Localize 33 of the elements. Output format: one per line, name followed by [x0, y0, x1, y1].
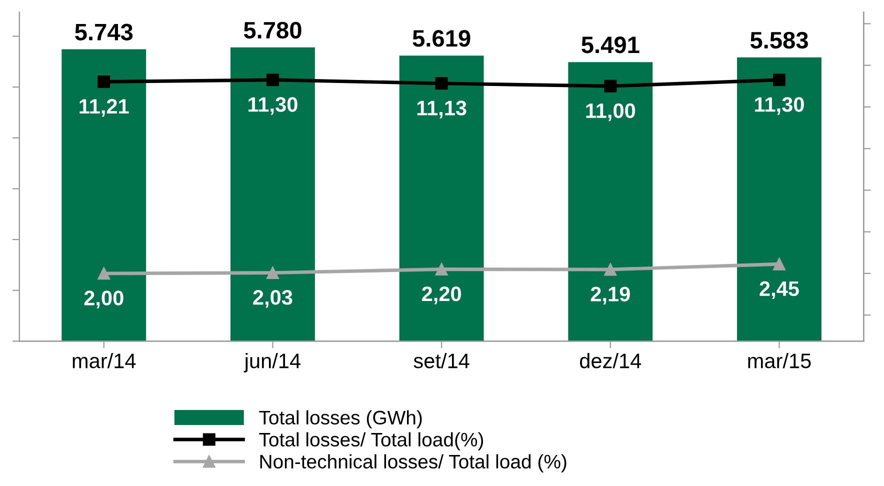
point [98, 267, 110, 280]
data-label: 11,30 [248, 97, 298, 115]
data-label: 5.619 [412, 30, 470, 47]
data-label: 2,00 [84, 290, 124, 308]
data-label: 11,00 [586, 103, 636, 122]
legend-label: Non-technical losses/ Total load (%) [260, 454, 566, 472]
data-label: 11,30 [755, 97, 804, 115]
data-label: 5.491 [582, 36, 640, 54]
data-label: 5.743 [75, 24, 133, 40]
point [266, 266, 279, 280]
data-label: 2,19 [590, 286, 630, 304]
data-label: 11,13 [417, 100, 466, 118]
point [772, 74, 786, 86]
point [772, 258, 786, 270]
data-label: 5.780 [244, 22, 302, 39]
x-tick-label: dez/14 [580, 352, 642, 368]
point [604, 263, 617, 276]
point [435, 263, 448, 276]
data-label: 2,45 [760, 281, 799, 300]
legend-label: Total losses/ Total load(%) [259, 432, 484, 450]
data-label: 5.583 [750, 32, 808, 49]
x-tick-label: mar/15 [748, 352, 811, 368]
x-tick-label: set/14 [414, 352, 470, 368]
data-label: 2,20 [422, 286, 461, 304]
point [98, 76, 110, 88]
data-label: 11,21 [80, 98, 129, 117]
point [435, 77, 448, 90]
x-tick-label: jun/14 [244, 352, 300, 372]
point [604, 80, 617, 92]
point [266, 74, 279, 86]
x-tick-label: mar/14 [72, 352, 136, 368]
data-label: 2,03 [253, 290, 292, 308]
legend-label: Total losses (GWh) [259, 410, 422, 428]
